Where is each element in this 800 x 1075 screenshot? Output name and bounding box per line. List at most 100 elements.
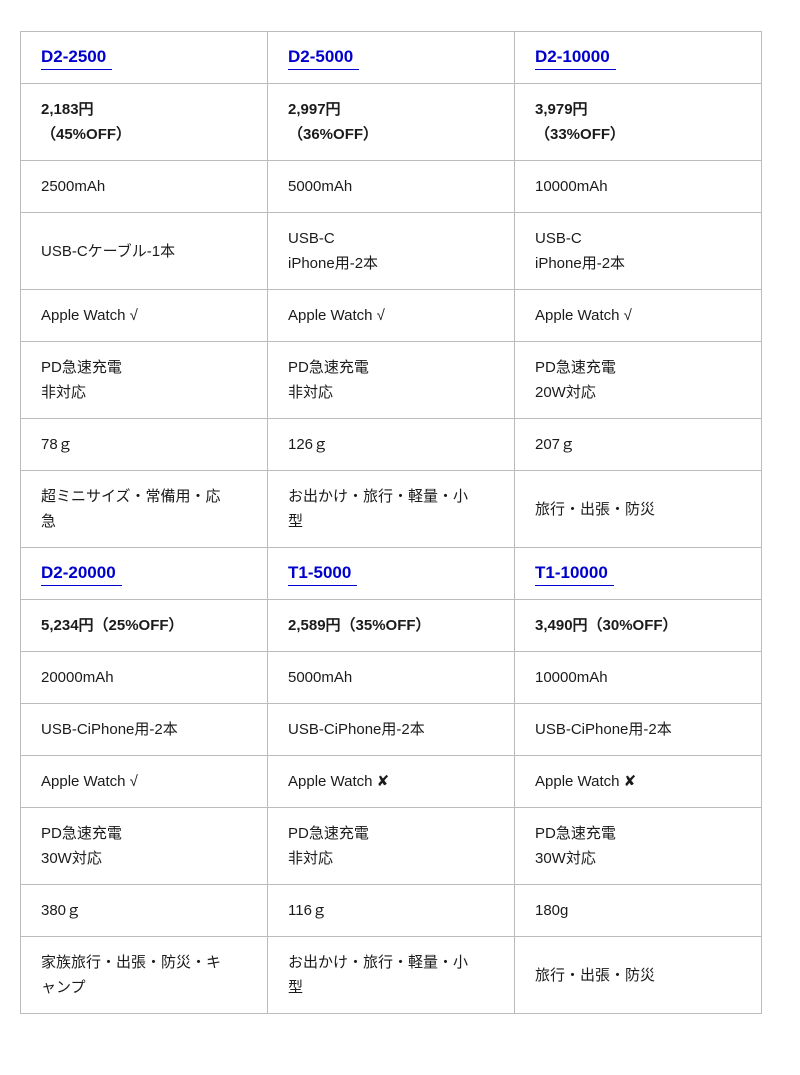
cable-row-2: USB-CiPhone用-2本 USB-CiPhone用-2本 USB-CiPhon… xyxy=(20,703,762,756)
cell-text: USB-C xyxy=(288,230,335,247)
product-link[interactable]: D2-10000 xyxy=(535,45,616,70)
apple-watch-row-1: Apple Watch √ Apple Watch √ Apple Watch √ xyxy=(20,289,762,342)
use-case-row-2-cell-3: 旅行・出張・防災 xyxy=(514,936,762,1014)
cell-text: iPhone用-2本 xyxy=(288,255,379,272)
cell-text: 20W対応 xyxy=(535,384,596,401)
cell-text: Apple Watch ✘ xyxy=(535,773,637,790)
price-row-2: 5,234円（25%OFF） 2,589円（35%OFF） 3,490円（30%OF… xyxy=(20,599,762,652)
cell-text[interactable]: D2-10000 xyxy=(535,47,610,66)
cable-row-1-cell-1: USB-Cケーブル-1本 xyxy=(20,212,268,290)
cell-text: USB-CiPhone用-2本 xyxy=(535,721,672,738)
pd-charging-row-2-cell-2: PD急速充電 非対応 xyxy=(267,807,515,885)
weight-row-1-cell-2: 126ｇ xyxy=(267,418,515,471)
apple-watch-row-1-cell-1: Apple Watch √ xyxy=(20,289,268,342)
apple-watch-row-2-cell-1: Apple Watch √ xyxy=(20,755,268,808)
cell-text: Apple Watch √ xyxy=(288,307,385,324)
cell-text[interactable]: D2-5000 xyxy=(288,47,354,66)
cell-text: 10000mAh xyxy=(535,669,608,686)
product-link[interactable]: D2-20000 xyxy=(41,561,122,586)
use-case-row-2-cell-1: 家族旅行・出張・防災・キ ャンプ xyxy=(20,936,268,1014)
cell-text: 78ｇ xyxy=(41,436,73,453)
price-row-2-cell-1: 5,234円（25%OFF） xyxy=(20,599,268,652)
pd-charging-row-2-cell-1: PD急速充電 30W対応 xyxy=(20,807,268,885)
capacity-row-1-cell-2: 5000mAh xyxy=(267,160,515,213)
capacity-row-2: 20000mAh 5000mAh 10000mAh xyxy=(20,651,762,704)
cell-text: Apple Watch √ xyxy=(41,307,138,324)
apple-watch-row-2-cell-3: Apple Watch ✘ xyxy=(514,755,762,808)
pd-charging-row-1: PD急速充電 非対応 PD急速充電 非対応 PD急速充電 20W対応 xyxy=(20,341,762,419)
cell-text: PD急速充電 xyxy=(288,825,369,842)
cell-text: USB-CiPhone用-2本 xyxy=(41,721,178,738)
comparison-table-body: D2-2500 D2-5000 D2-10000 2,183円 （45%OFF） 2,99… xyxy=(20,31,762,1014)
cable-row-2-cell-2: USB-CiPhone用-2本 xyxy=(267,703,515,756)
cell-text: 380ｇ xyxy=(41,902,82,919)
cell-text: （45%OFF） xyxy=(41,126,132,143)
cell-text: （36%OFF） xyxy=(288,126,379,143)
cell-text: Apple Watch √ xyxy=(535,307,632,324)
price-row-1-cell-3: 3,979円 （33%OFF） xyxy=(514,83,762,161)
cell-text: PD急速充電 xyxy=(535,825,616,842)
cable-row-1-cell-2: USB-C iPhone用-2本 xyxy=(267,212,515,290)
cell-text: 家族旅行・出張・防災・キ xyxy=(41,954,222,971)
cell-text: 3,490円（30%OFF） xyxy=(535,617,678,634)
cell-text: 2,997円 xyxy=(288,101,341,118)
capacity-row-2-cell-1: 20000mAh xyxy=(20,651,268,704)
product-link[interactable]: T1-5000 xyxy=(288,561,358,586)
product-link-row-1-cell-2: D2-5000 xyxy=(267,31,515,84)
cell-text: （33%OFF） xyxy=(535,126,626,143)
product-comparison-table: D2-2500 D2-5000 D2-10000 2,183円 （45%OFF） 2,99… xyxy=(20,31,762,1014)
cell-text: 5000mAh xyxy=(288,669,353,686)
price-row-2-cell-3: 3,490円（30%OFF） xyxy=(514,599,762,652)
cell-text: 5,234円（25%OFF） xyxy=(41,617,184,634)
cell-text: 10000mAh xyxy=(535,178,608,195)
cell-text[interactable]: T1-10000 xyxy=(535,563,608,582)
cell-text: 2500mAh xyxy=(41,178,106,195)
cell-text: USB-C xyxy=(535,230,582,247)
cell-text: Apple Watch √ xyxy=(41,773,138,790)
cell-text: PD急速充電 xyxy=(41,359,122,376)
capacity-row-1: 2500mAh 5000mAh 10000mAh xyxy=(20,160,762,213)
price-row-1-cell-1: 2,183円 （45%OFF） xyxy=(20,83,268,161)
product-link[interactable]: D2-5000 xyxy=(288,45,360,70)
product-link-row-2-cell-3: T1-10000 xyxy=(514,547,762,600)
product-link[interactable]: D2-2500 xyxy=(41,45,113,70)
pd-charging-row-2: PD急速充電 30W対応 PD急速充電 非対応 PD急速充電 30W対応 xyxy=(20,807,762,885)
product-link[interactable]: T1-10000 xyxy=(535,561,614,586)
product-link-row-1: D2-2500 D2-5000 D2-10000 xyxy=(20,31,762,84)
apple-watch-row-1-cell-2: Apple Watch √ xyxy=(267,289,515,342)
cell-text: お出かけ・旅行・軽量・小 xyxy=(288,488,469,505)
product-link-row-1-cell-3: D2-10000 xyxy=(514,31,762,84)
cell-text[interactable]: T1-5000 xyxy=(288,563,352,582)
cell-text: PD急速充電 xyxy=(41,825,122,842)
price-row-1: 2,183円 （45%OFF） 2,997円 （36%OFF） 3,979円 （33%OF… xyxy=(20,83,762,161)
weight-row-2-cell-3: 180g xyxy=(514,884,762,937)
use-case-row-1-cell-3: 旅行・出張・防災 xyxy=(514,470,762,548)
cell-text: 116ｇ xyxy=(288,902,327,919)
cell-text: 超ミニサイズ・常備用・応 xyxy=(41,488,221,505)
product-link-row-2: D2-20000 T1-5000 T1-10000 xyxy=(20,547,762,600)
cell-text: Apple Watch ✘ xyxy=(288,773,390,790)
weight-row-1-cell-1: 78ｇ xyxy=(20,418,268,471)
cell-text[interactable]: D2-2500 xyxy=(41,47,107,66)
cell-text: 非対応 xyxy=(41,384,87,401)
cell-text[interactable]: D2-20000 xyxy=(41,563,116,582)
use-case-row-2: 家族旅行・出張・防災・キ ャンプ お出かけ・旅行・軽量・小型旅行・出張・防災 xyxy=(20,936,762,1014)
product-link-row-2-cell-2: T1-5000 xyxy=(267,547,515,600)
cell-text: PD急速充電 xyxy=(535,359,616,376)
use-case-row-1: 超ミニサイズ・常備用・応急お出かけ・旅行・軽量・小型旅行・出張・防災 xyxy=(20,470,762,548)
cell-text: 5000mAh xyxy=(288,178,353,195)
product-link-row-2-cell-1: D2-20000 xyxy=(20,547,268,600)
use-case-row-1-cell-2: お出かけ・旅行・軽量・小型 xyxy=(267,470,515,548)
cell-text: 126ｇ xyxy=(288,436,329,453)
weight-row-1: 78ｇ 126ｇ 207ｇ xyxy=(20,418,762,471)
pd-charging-row-2-cell-3: PD急速充電 30W対応 xyxy=(514,807,762,885)
cable-row-2-cell-1: USB-CiPhone用-2本 xyxy=(20,703,268,756)
cable-row-2-cell-3: USB-CiPhone用-2本 xyxy=(514,703,762,756)
cell-text: 30W対応 xyxy=(535,850,596,867)
cell-text: USB-CiPhone用-2本 xyxy=(288,721,425,738)
cell-text: 30W対応 xyxy=(41,850,102,867)
cell-text: iPhone用-2本 xyxy=(535,255,626,272)
capacity-row-2-cell-2: 5000mAh xyxy=(267,651,515,704)
apple-watch-row-2-cell-2: Apple Watch ✘ xyxy=(267,755,515,808)
